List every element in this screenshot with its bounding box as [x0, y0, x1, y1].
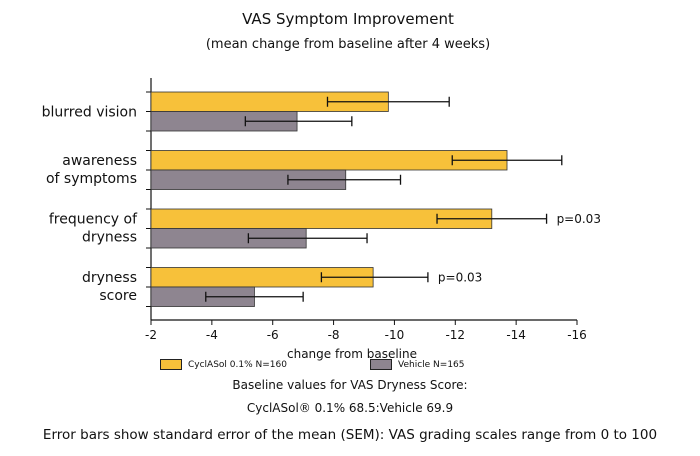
x-tick-label: -14	[506, 328, 526, 342]
category-label: blurred vision	[42, 105, 137, 121]
x-tick-label: -6	[267, 328, 279, 342]
footer-note: Error bars show standard error of the me…	[42, 427, 658, 443]
p-value-annotation: p=0.03	[557, 212, 601, 226]
baseline-note-line1: Baseline values for VAS Dryness Score:	[232, 378, 468, 392]
x-tick-label: -4	[206, 328, 218, 342]
x-tick-label: -16	[567, 328, 587, 342]
x-tick-label: -12	[445, 328, 465, 342]
category-label: score	[99, 288, 137, 304]
legend-swatch-cyclasol	[160, 359, 182, 370]
x-axis-label: change from baseline	[287, 347, 417, 361]
legend-cyclasol: CyclASol 0.1% N=160	[160, 359, 287, 370]
x-tick-label: -8	[328, 328, 340, 342]
category-label: dryness	[82, 270, 137, 286]
category-label: dryness	[82, 230, 137, 246]
chart-title: VAS Symptom Improvement	[242, 10, 454, 28]
legend-swatch-vehicle	[370, 359, 392, 370]
x-tick-label: -2	[145, 328, 157, 342]
x-tick-label: -10	[385, 328, 405, 342]
category-label: frequency of	[49, 212, 138, 228]
p-value-annotation: p=0.03	[438, 271, 482, 285]
chart: VAS Symptom Improvement (mean change fro…	[42, 10, 601, 361]
legend-label-vehicle: Vehicle N=165	[398, 359, 465, 370]
baseline-note-line2: CyclASol® 0.1% 68.5:Vehicle 69.9	[246, 401, 454, 415]
legend-vehicle: Vehicle N=165	[370, 359, 465, 370]
category-label: of symptoms	[46, 171, 137, 187]
category-label: awareness	[62, 153, 137, 169]
chart-subtitle: (mean change from baseline after 4 weeks…	[206, 37, 490, 52]
legend-label-cyclasol: CyclASol 0.1% N=160	[188, 359, 287, 370]
